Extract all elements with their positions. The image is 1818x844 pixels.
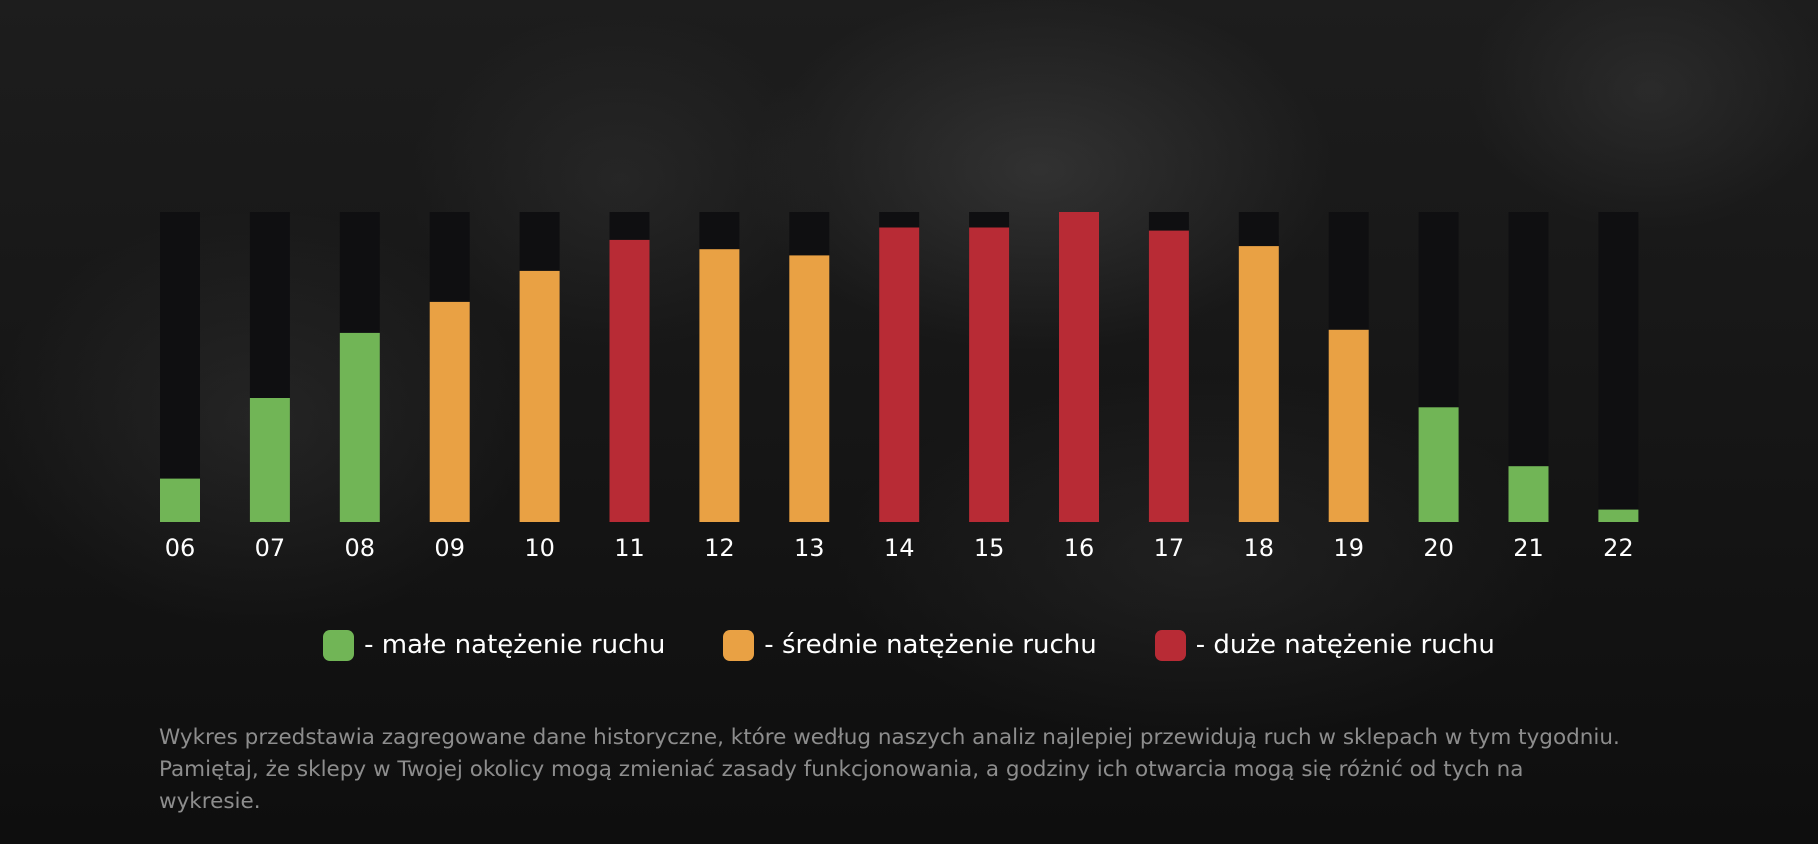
bar-16 [1059,212,1099,522]
legend-item-low: - małe natężenie ruchu [323,629,666,661]
tick-label-18: 18 [1244,534,1275,562]
bar-08 [339,332,380,522]
tick-label-17: 17 [1154,534,1185,562]
tick-label-13: 13 [794,534,825,562]
tick-label-14: 14 [884,534,915,562]
bar-21 [1508,466,1549,522]
tick-label-06: 06 [165,534,196,562]
legend-item-medium: - średnie natężenie ruchu [723,629,1097,661]
tick-label-12: 12 [704,534,735,562]
legend-swatch-medium [723,629,755,661]
bar-11 [609,239,650,522]
tick-label-22: 22 [1603,534,1634,562]
legend-label-low: - małe natężenie ruchu [364,630,666,660]
legend-label-medium: - średnie natężenie ruchu [764,630,1097,660]
tick-label-08: 08 [345,534,376,562]
legend-item-high: - duże natężenie ruchu [1154,629,1495,661]
bar-07 [249,398,290,522]
traffic-chart: 06 07 08 09 10 11 12 13 14 15 16 17 18 19 20 21 22 [160,212,1639,562]
tick-label-19: 19 [1333,534,1364,562]
bar-track-06 [160,212,200,522]
bar-18 [1238,246,1279,522]
bar-13 [789,255,830,522]
tick-label-10: 10 [524,534,555,562]
bar-10 [519,270,560,522]
tick-label-20: 20 [1423,534,1454,562]
bar-09 [429,301,470,522]
bar-chart-svg: 06 07 08 09 10 11 12 13 14 15 16 17 18 19 20 21 22 [160,212,1639,562]
legend-swatch-high [1154,629,1186,661]
tick-label-09: 09 [434,534,465,562]
bar-12 [699,249,740,522]
tick-label-11: 11 [614,534,645,562]
bar-track-22 [1598,212,1639,522]
legend-swatch-low [323,629,355,661]
tick-label-16: 16 [1064,534,1095,562]
tick-label-21: 21 [1513,534,1544,562]
legend-label-high: - duże natężenie ruchu [1195,630,1495,660]
legend: - małe natężenie ruchu - średnie natężen… [0,623,1818,667]
bar-19 [1328,329,1369,522]
bar-15 [969,227,1010,522]
tick-label-15: 15 [974,534,1005,562]
bar-17 [1148,230,1189,522]
tick-label-07: 07 [255,534,286,562]
bar-22 [1598,509,1639,522]
chart-description: Wykres przedstawia zagregowane dane hist… [159,724,1620,814]
bar-06 [160,478,200,522]
bar-20 [1418,407,1459,522]
bar-14 [879,227,920,522]
